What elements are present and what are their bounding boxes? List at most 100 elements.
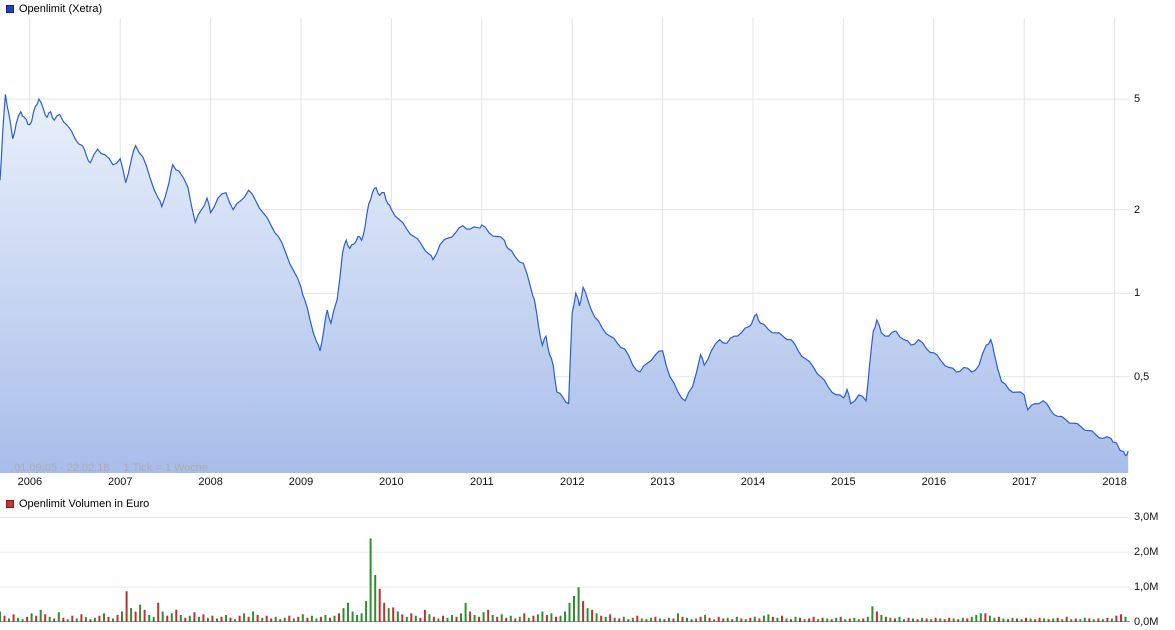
volume-bar xyxy=(1020,619,1023,622)
volume-bar xyxy=(514,618,517,622)
volume-bar xyxy=(545,615,548,622)
price-line-series xyxy=(0,94,1129,457)
price-y-tick-label: 1 xyxy=(1134,287,1141,300)
volume-bar xyxy=(740,618,743,622)
volume-series-marker-icon xyxy=(6,500,14,508)
volume-bar xyxy=(857,619,860,622)
volume-bar xyxy=(374,575,377,622)
volume-bar xyxy=(984,613,987,622)
volume-bar xyxy=(988,615,991,622)
volume-bar xyxy=(595,613,598,622)
volume-bar xyxy=(677,613,679,622)
volume-bar xyxy=(636,615,639,622)
volume-bar xyxy=(848,618,851,622)
volume-bar xyxy=(686,617,688,622)
volume-bar xyxy=(161,611,164,622)
volume-bar xyxy=(103,613,105,622)
volume-bar xyxy=(799,617,801,622)
volume-bar xyxy=(1074,618,1077,622)
volume-bar xyxy=(351,611,354,622)
volume-bar xyxy=(310,615,313,622)
volume-bar xyxy=(487,609,490,622)
volume-bar xyxy=(790,619,792,622)
volume-bar xyxy=(57,612,60,622)
volume-bar xyxy=(835,617,838,622)
volume-bar xyxy=(1110,618,1113,622)
volume-bar xyxy=(1016,618,1018,622)
x-tick-label: 2016 xyxy=(921,476,947,488)
volume-bar xyxy=(948,617,951,622)
volume-bar xyxy=(66,619,69,622)
volume-bar xyxy=(880,615,883,622)
volume-bar xyxy=(116,615,119,622)
volume-bar xyxy=(179,615,182,622)
volume-bar xyxy=(437,618,440,622)
volume-bar xyxy=(1007,619,1009,622)
volume-bar xyxy=(1029,618,1032,622)
volume-bar xyxy=(39,609,42,622)
volume-bar xyxy=(0,611,1,622)
x-tick-label: 2013 xyxy=(650,476,675,488)
volume-bar xyxy=(925,618,928,622)
volume-bar xyxy=(360,613,363,622)
volume-bar xyxy=(243,613,246,622)
volume-bar xyxy=(518,616,521,622)
volume-bar xyxy=(347,602,349,622)
price-chart-plot xyxy=(0,18,1130,473)
volume-bar xyxy=(252,611,255,622)
volume-bar xyxy=(871,606,874,622)
volume-bar xyxy=(297,616,300,622)
volume-bar xyxy=(478,616,481,622)
volume-bar xyxy=(419,617,422,622)
volume-bar xyxy=(1083,617,1086,622)
volume-y-tick-label: 2,0M xyxy=(1134,546,1159,559)
volume-bar xyxy=(283,617,286,622)
volume-bar xyxy=(668,617,670,622)
volume-bar xyxy=(582,601,585,622)
x-tick-label: 2006 xyxy=(17,476,43,488)
volume-bar xyxy=(292,618,295,622)
volume-bar xyxy=(600,615,603,622)
volume-bar xyxy=(695,618,698,622)
volume-bar xyxy=(839,616,842,622)
volume-bar xyxy=(663,619,666,622)
volume-bar xyxy=(71,615,74,622)
volume-y-axis: 0,0M 1,0M 2,0M 3,0M xyxy=(1130,511,1175,628)
volume-bar xyxy=(44,614,47,622)
volume-bar xyxy=(256,615,259,622)
volume-bar xyxy=(523,613,526,622)
volume-bar xyxy=(573,595,575,622)
volume-bar xyxy=(943,619,946,622)
price-y-tick-label: 2 xyxy=(1134,203,1141,216)
volume-bar xyxy=(744,619,747,622)
volume-bar xyxy=(853,617,856,622)
volume-bar xyxy=(216,618,218,622)
volume-bar xyxy=(1124,616,1127,622)
volume-bar xyxy=(1011,617,1014,622)
volume-bar xyxy=(8,618,10,622)
volume-bar xyxy=(704,615,707,622)
volume-bar xyxy=(1047,619,1050,622)
price-series-marker-icon xyxy=(6,5,14,13)
volume-bar xyxy=(220,616,223,622)
volume-bar xyxy=(952,618,955,622)
volume-bar xyxy=(713,619,716,622)
volume-bar xyxy=(261,617,264,622)
volume-bar xyxy=(781,615,783,622)
x-tick-label: 2014 xyxy=(740,476,766,488)
volume-bar xyxy=(1034,619,1037,622)
volume-bar xyxy=(107,616,110,622)
volume-legend-label: Openlimit Volumen in Euro xyxy=(19,498,150,510)
volume-bar xyxy=(143,609,146,622)
volume-bar xyxy=(30,613,33,622)
volume-bar xyxy=(148,615,151,622)
volume-bar xyxy=(265,615,268,622)
volume-bar xyxy=(469,611,472,622)
volume-bar xyxy=(93,617,96,622)
volume-bar xyxy=(1079,619,1082,622)
volume-bar xyxy=(830,619,833,622)
volume-bar xyxy=(645,619,648,622)
volume-bar xyxy=(35,615,38,622)
volume-bar xyxy=(776,617,779,622)
volume-bar xyxy=(324,615,327,622)
